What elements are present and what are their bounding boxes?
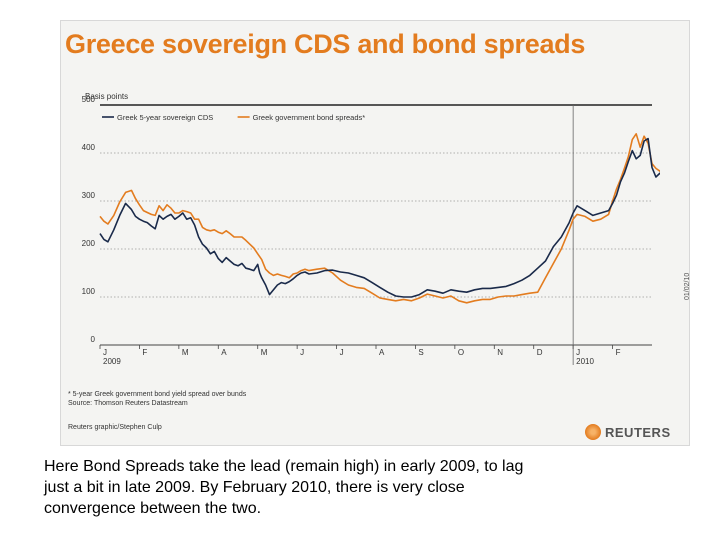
footnote-source: Source: Thomson Reuters Datastream: [68, 400, 188, 407]
slide-caption: Here Bond Spreads take the lead (remain …: [44, 456, 684, 519]
y-axis-label: Basis points: [85, 92, 128, 101]
x-tick-label: J: [576, 348, 580, 357]
reuters-dots-icon: [585, 424, 601, 440]
year-label: 2009: [103, 357, 121, 366]
x-tick-label: D: [537, 348, 543, 357]
side-code: 01/02/10: [684, 272, 691, 300]
caption-line-3: convergence between the two.: [44, 500, 262, 517]
series-line: [99, 137, 660, 298]
x-tick-label: A: [379, 348, 385, 357]
footnote-line: * 5-year Greek government bond yield spr…: [68, 391, 247, 398]
chart-card: [60, 20, 690, 446]
x-tick-label: F: [616, 348, 621, 357]
y-tick-label: 100: [82, 287, 96, 296]
x-tick-label: M: [261, 348, 268, 357]
x-tick-label: J: [340, 348, 344, 357]
x-tick-label: J: [300, 348, 304, 357]
chart-title: Greece sovereign CDS and bond spreads: [65, 29, 586, 59]
y-tick-labels: 0 100 200 300 400 500: [82, 95, 96, 344]
y-tick-label: 300: [82, 191, 96, 200]
legend: Greek 5-year sovereign CDS Greek governme…: [102, 113, 365, 122]
series-line: [99, 133, 660, 304]
legend-label: Greek government bond spreads*: [253, 113, 366, 122]
x-tick-label: F: [142, 348, 147, 357]
series-lines: [99, 133, 660, 304]
grid-lines: [100, 104, 652, 365]
footnote: * 5-year Greek government bond yield spr…: [68, 390, 368, 408]
graphic-credit: Reuters graphic/Stephen Culp: [68, 424, 162, 431]
reuters-wordmark: REUTERS: [605, 424, 671, 440]
caption-line-1: Here Bond Spreads take the lead (remain …: [44, 458, 524, 475]
legend-label: Greek 5-year sovereign CDS: [117, 113, 213, 122]
x-tick-label: A: [221, 348, 227, 357]
x-tick-labels: J F M A M J J A S O N D J F 2009 2010: [99, 345, 621, 366]
x-tick-label: N: [497, 348, 503, 357]
y-tick-label: 200: [82, 239, 96, 248]
y-tick-label: 500: [82, 95, 96, 104]
reuters-logo: REUTERS: [585, 424, 671, 440]
y-tick-label: 400: [82, 143, 96, 152]
x-tick-label: O: [458, 348, 464, 357]
y-tick-label: 0: [91, 335, 96, 344]
x-tick-label: S: [418, 348, 423, 357]
x-tick-label: J: [103, 348, 107, 357]
caption-line-2: just a bit in late 2009. By February 201…: [44, 479, 465, 496]
x-tick-label: M: [182, 348, 189, 357]
year-label: 2010: [576, 357, 594, 366]
